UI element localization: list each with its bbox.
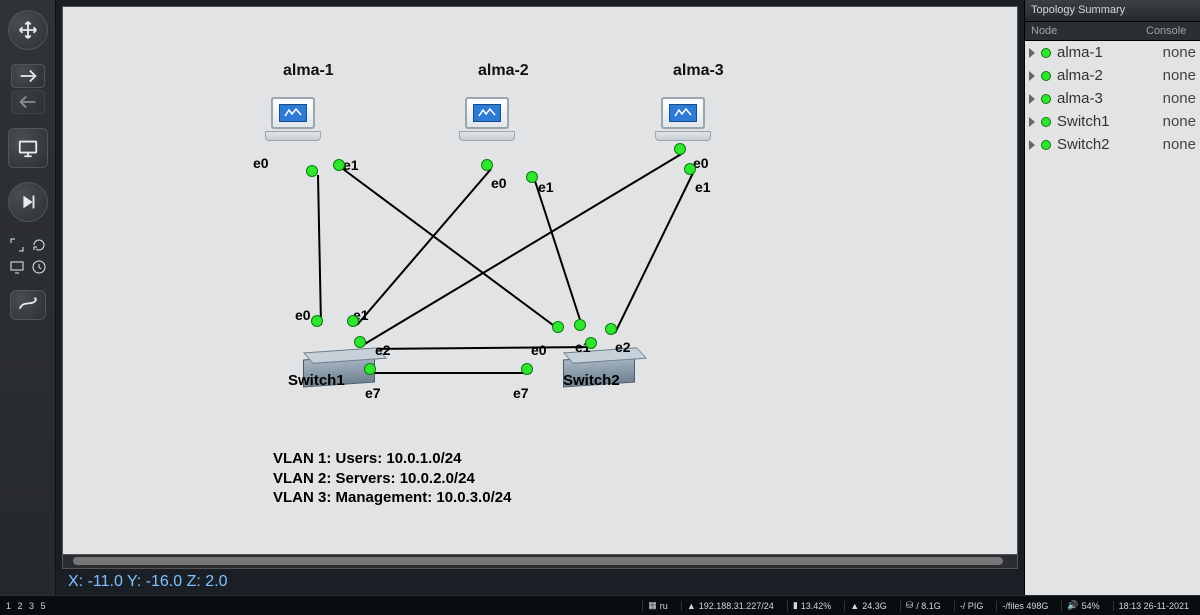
cpu-indicator: ▮ 13.42% (787, 600, 836, 611)
status-led-icon (1041, 94, 1051, 104)
port-label: e0 (531, 342, 547, 358)
canvas-hscrollbar[interactable] (62, 555, 1018, 569)
topology-canvas[interactable]: alma-1 alma-2 alma-3 Switch1 Switch2 e0 e1 e0 e1… (62, 6, 1018, 555)
summary-console: none (1163, 136, 1196, 153)
link-endpoint-icon (347, 315, 359, 327)
pc-node-icon[interactable] (263, 97, 323, 147)
hscroll-thumb[interactable] (73, 557, 1003, 565)
summary-row[interactable]: alma-2 none (1025, 64, 1200, 87)
volume-indicator[interactable]: 🔊 54% (1061, 600, 1104, 611)
clock-indicator: 18:13 26-11-2021 (1113, 601, 1194, 611)
pc-node-icon[interactable] (457, 97, 517, 147)
app-root: alma-1 alma-2 alma-3 Switch1 Switch2 e0 e1 e0 e1… (0, 0, 1200, 615)
links-layer (63, 7, 1017, 554)
link-endpoint-icon (526, 171, 538, 183)
refresh-icon[interactable] (30, 236, 48, 254)
summary-console: none (1163, 113, 1196, 130)
link-endpoint-icon (574, 319, 586, 331)
status-led-icon (1041, 48, 1051, 58)
port-label: e0 (295, 307, 311, 323)
port-label: e1 (343, 157, 359, 173)
summary-node-name: alma-3 (1057, 90, 1157, 107)
summary-console: none (1163, 67, 1196, 84)
arrow-pair (11, 64, 45, 114)
link-endpoint-icon (684, 163, 696, 175)
node-label: alma-2 (478, 62, 529, 80)
coordinate-readout: X: -11.0 Y: -16.0 Z: 2.0 (56, 569, 1024, 595)
vlan-annotation: VLAN 1: Users: 10.0.1.0/24VLAN 2: Server… (273, 449, 511, 508)
summary-row[interactable]: alma-1 none (1025, 41, 1200, 64)
link-endpoint-icon (521, 363, 533, 375)
arrow-left-button[interactable] (11, 90, 45, 114)
left-toolbar (0, 0, 56, 595)
taskbar: 1 2 3 5 ▦ ru ▲ 192.188.31.227/24 ▮ 13.42… (0, 595, 1200, 615)
node-label: Switch2 (563, 372, 620, 389)
summary-row[interactable]: alma-3 none (1025, 87, 1200, 110)
summary-title: Topology Summary (1025, 0, 1200, 22)
port-label: e2 (375, 342, 391, 358)
link-endpoint-icon (364, 363, 376, 375)
monitor-button[interactable] (8, 128, 48, 168)
port-label: e7 (513, 385, 529, 401)
arrow-right-button[interactable] (11, 64, 45, 88)
load-indicator: ▲ 24.3G (844, 601, 891, 611)
mini-tool-grid (8, 236, 48, 276)
summary-node-name: alma-1 (1057, 44, 1157, 61)
summary-body: alma-1 none alma-2 none alma-3 none Switch1 non… (1025, 41, 1200, 595)
clock-icon[interactable] (30, 258, 48, 276)
pan-button[interactable] (8, 10, 48, 50)
link-endpoint-icon (354, 336, 366, 348)
cable-button[interactable] (10, 290, 46, 320)
summary-header: Node Console (1025, 22, 1200, 41)
pc-node-icon[interactable] (653, 97, 713, 147)
link-endpoint-icon (306, 165, 318, 177)
node-label: alma-3 (673, 62, 724, 80)
expand-icon[interactable] (1029, 71, 1035, 81)
disk-indicator: ⛁ / 8.1G (900, 600, 946, 611)
link-endpoint-icon (481, 159, 493, 171)
files-indicator: -/files 498G (996, 601, 1053, 611)
link-endpoint-icon (605, 323, 617, 335)
summary-node-name: Switch1 (1057, 113, 1157, 130)
summary-console: none (1163, 44, 1196, 61)
node-label: Switch1 (288, 372, 345, 389)
port-label: e7 (365, 385, 381, 401)
play-next-button[interactable] (8, 182, 48, 222)
link-endpoint-icon (311, 315, 323, 327)
summary-node-name: Switch2 (1057, 136, 1157, 153)
canvas-wrap: alma-1 alma-2 alma-3 Switch1 Switch2 e0 e1 e0 e1… (56, 0, 1025, 595)
expand-icon[interactable] (1029, 48, 1035, 58)
link-endpoint-icon (552, 321, 564, 333)
status-led-icon (1041, 71, 1051, 81)
status-led-icon (1041, 117, 1051, 127)
status-led-icon (1041, 140, 1051, 150)
topology-summary-panel: Topology Summary Node Console alma-1 none… (1025, 0, 1200, 595)
desktop-icon[interactable] (8, 258, 26, 276)
expand-icon[interactable] (8, 236, 26, 254)
summary-row[interactable]: Switch1 none (1025, 110, 1200, 133)
ip-indicator: ▲ 192.188.31.227/24 (681, 601, 779, 611)
summary-node-name: alma-2 (1057, 67, 1157, 84)
port-label: e0 (491, 175, 507, 191)
col-console: Console (1146, 25, 1194, 37)
main-row: alma-1 alma-2 alma-3 Switch1 Switch2 e0 e1 e0 e1… (0, 0, 1200, 595)
port-label: e0 (253, 155, 269, 171)
link-endpoint-icon (585, 337, 597, 349)
net-indicator: -/ PIG (954, 601, 989, 611)
summary-row[interactable]: Switch2 none (1025, 133, 1200, 156)
summary-console: none (1163, 90, 1196, 107)
port-label: e2 (615, 339, 631, 355)
port-label: e1 (695, 179, 711, 195)
expand-icon[interactable] (1029, 117, 1035, 127)
col-node: Node (1031, 25, 1146, 37)
coord-text: X: -11.0 Y: -16.0 Z: 2.0 (68, 573, 228, 591)
node-label: alma-1 (283, 62, 334, 80)
link-endpoint-icon (674, 143, 686, 155)
expand-icon[interactable] (1029, 140, 1035, 150)
link-endpoint-icon (333, 159, 345, 171)
expand-icon[interactable] (1029, 94, 1035, 104)
lang-indicator[interactable]: ▦ ru (642, 600, 673, 611)
port-label: e1 (538, 179, 554, 195)
workspace-indicator[interactable]: 1 2 3 5 (6, 601, 48, 611)
